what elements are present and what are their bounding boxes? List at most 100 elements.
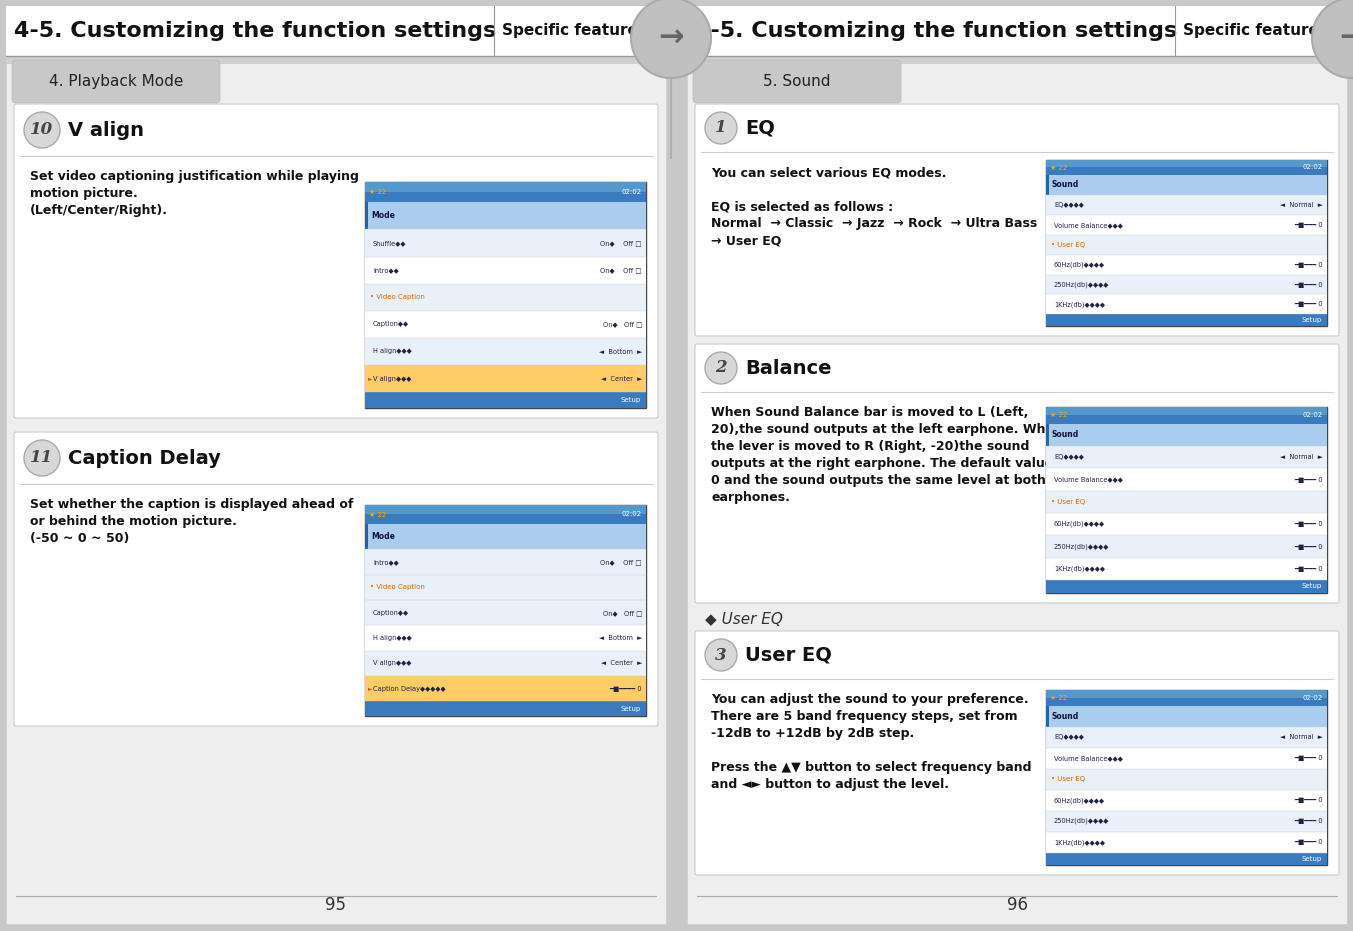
Text: On◆    Off □: On◆ Off □ <box>601 559 643 565</box>
Bar <box>1046 706 1327 853</box>
Bar <box>1046 690 1327 865</box>
Text: 02:02: 02:02 <box>622 511 643 518</box>
Bar <box>1046 698 1327 706</box>
Text: Sound: Sound <box>1053 181 1080 189</box>
Text: You can select various EQ modes.: You can select various EQ modes. <box>710 166 946 179</box>
Text: ━■━━━ 0: ━■━━━ 0 <box>1295 281 1323 288</box>
Text: Volume Balance◆◆◆: Volume Balance◆◆◆ <box>1054 755 1123 762</box>
Text: V align: V align <box>68 120 143 140</box>
Bar <box>365 651 645 676</box>
Text: Caption Delay: Caption Delay <box>68 449 221 467</box>
Bar <box>365 626 645 651</box>
Bar <box>1046 831 1327 853</box>
Text: ━■━━━ 0: ━■━━━ 0 <box>1295 566 1323 572</box>
Text: 60Hz(db)◆◆◆◆: 60Hz(db)◆◆◆◆ <box>1054 262 1105 268</box>
Text: Setup: Setup <box>1302 584 1322 589</box>
Text: ★ 22: ★ 22 <box>369 189 386 196</box>
Bar <box>1046 160 1327 175</box>
Bar <box>1046 558 1327 580</box>
Text: 250Hz(db)◆◆◆◆: 250Hz(db)◆◆◆◆ <box>1054 281 1109 288</box>
Circle shape <box>24 440 60 476</box>
Text: Specific features: Specific features <box>1184 23 1329 38</box>
Bar <box>1046 235 1327 254</box>
Circle shape <box>705 112 737 144</box>
Bar <box>1046 690 1327 706</box>
Text: Balance: Balance <box>746 358 832 377</box>
Text: Volume Balance◆◆◆: Volume Balance◆◆◆ <box>1054 477 1123 482</box>
Text: Set video captioning justification while playing: Set video captioning justification while… <box>30 170 359 183</box>
Bar <box>1046 424 1327 580</box>
Text: Setup: Setup <box>1302 317 1322 323</box>
Text: ◄  Bottom  ►: ◄ Bottom ► <box>599 635 643 641</box>
Bar <box>1046 160 1327 326</box>
Bar <box>365 549 645 574</box>
Text: Setup: Setup <box>621 398 641 403</box>
Text: Caption◆◆: Caption◆◆ <box>373 610 409 615</box>
Text: ★ 22: ★ 22 <box>1050 695 1068 701</box>
Bar <box>365 202 645 392</box>
Bar <box>1046 706 1327 727</box>
Bar <box>1046 424 1049 446</box>
FancyBboxPatch shape <box>695 631 1339 875</box>
Text: Set whether the caption is displayed ahead of: Set whether the caption is displayed ahe… <box>30 498 353 511</box>
Text: Mode: Mode <box>371 211 395 221</box>
Bar <box>1046 853 1327 865</box>
Bar <box>1046 407 1327 424</box>
Bar <box>365 311 645 338</box>
Text: (-50 ~ 0 ~ 50): (-50 ~ 0 ~ 50) <box>30 532 130 545</box>
Text: 11: 11 <box>30 450 54 466</box>
Circle shape <box>1312 0 1353 78</box>
Text: 5. Sound: 5. Sound <box>763 74 831 89</box>
Text: Caption Delay◆◆◆◆◆: Caption Delay◆◆◆◆◆ <box>373 685 445 692</box>
Text: • User EQ: • User EQ <box>1051 499 1085 505</box>
Text: ━■━━━ 0: ━■━━━ 0 <box>1295 544 1323 549</box>
Text: outputs at the right earphone. The default value is: outputs at the right earphone. The defau… <box>710 457 1069 470</box>
Bar <box>5 6 666 924</box>
Text: 250Hz(db)◆◆◆◆: 250Hz(db)◆◆◆◆ <box>1054 544 1109 549</box>
Text: On◆   Off □: On◆ Off □ <box>602 321 643 328</box>
Text: EQ◆◆◆◆: EQ◆◆◆◆ <box>1054 454 1084 460</box>
Text: EQ: EQ <box>746 118 775 138</box>
Text: →: → <box>1339 23 1353 52</box>
Text: 3: 3 <box>716 646 727 664</box>
Bar <box>1046 769 1327 789</box>
Text: ◄  Center  ►: ◄ Center ► <box>601 375 643 382</box>
Bar <box>365 229 645 257</box>
Text: ★ 22: ★ 22 <box>1050 165 1068 170</box>
Text: 60Hz(db)◆◆◆◆: 60Hz(db)◆◆◆◆ <box>1054 797 1105 803</box>
Bar <box>18 108 658 418</box>
Text: • Video Caption: • Video Caption <box>369 294 425 301</box>
Bar <box>687 6 1348 924</box>
Bar <box>365 392 645 408</box>
Text: User EQ: User EQ <box>746 645 832 665</box>
Bar <box>5 56 666 64</box>
Text: 4-5. Customizing the function settings: 4-5. Customizing the function settings <box>695 21 1177 41</box>
Text: 60Hz(db)◆◆◆◆: 60Hz(db)◆◆◆◆ <box>1054 521 1105 528</box>
Circle shape <box>24 112 60 148</box>
Text: Setup: Setup <box>621 706 641 711</box>
Text: Intro◆◆: Intro◆◆ <box>373 559 399 565</box>
Text: 4. Playback Mode: 4. Playback Mode <box>49 74 183 89</box>
Bar <box>1046 175 1327 195</box>
Text: ━■━━━ 0: ━■━━━ 0 <box>1295 797 1323 803</box>
FancyBboxPatch shape <box>695 104 1339 336</box>
Bar <box>365 202 645 229</box>
Bar <box>5 6 666 56</box>
Text: 1KHz(db)◆◆◆◆: 1KHz(db)◆◆◆◆ <box>1054 301 1105 307</box>
Bar <box>365 524 645 549</box>
Bar <box>365 600 645 626</box>
Text: 1KHz(db)◆◆◆◆: 1KHz(db)◆◆◆◆ <box>1054 565 1105 572</box>
Text: Setup: Setup <box>1302 856 1322 862</box>
Text: You can adjust the sound to your preference.: You can adjust the sound to your prefere… <box>710 693 1028 706</box>
Bar <box>1046 468 1327 491</box>
Text: 4-5. Customizing the function settings: 4-5. Customizing the function settings <box>14 21 497 41</box>
Text: There are 5 band frequency steps, set from: There are 5 band frequency steps, set fr… <box>710 710 1017 723</box>
Text: 02:02: 02:02 <box>622 189 643 196</box>
Text: ━■━━━━ 0: ━■━━━━ 0 <box>609 685 643 692</box>
FancyBboxPatch shape <box>14 104 658 418</box>
Text: Sound: Sound <box>1053 430 1080 439</box>
Circle shape <box>630 0 710 78</box>
Text: 250Hz(db)◆◆◆◆: 250Hz(db)◆◆◆◆ <box>1054 818 1109 825</box>
Text: • User EQ: • User EQ <box>1051 242 1085 248</box>
Bar <box>1046 315 1327 326</box>
